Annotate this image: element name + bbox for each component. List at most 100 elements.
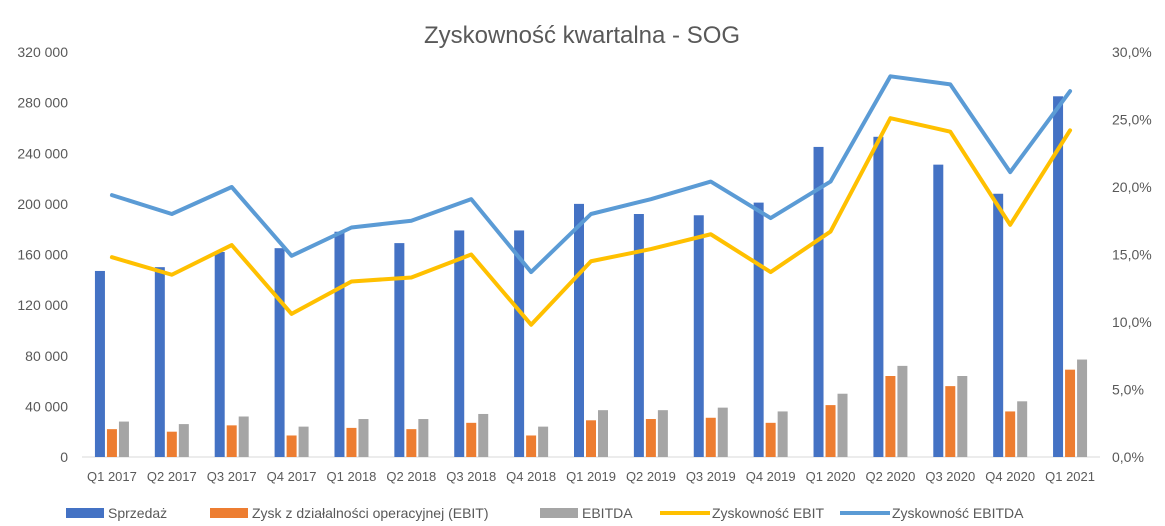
bar-0 <box>1053 96 1064 457</box>
left-axis: 0 40 000 80 000 120 000 160 000 200 000 240 00… <box>17 44 68 465</box>
bar-1 <box>226 425 237 457</box>
bar-1 <box>885 376 896 457</box>
bar-2 <box>657 410 668 457</box>
bar-2 <box>598 410 608 457</box>
category-label: Q2 2017 <box>147 469 197 484</box>
bar-0 <box>214 251 225 457</box>
bar-2 <box>837 393 848 457</box>
category-label: Q4 2018 <box>506 469 556 484</box>
bar-2 <box>298 426 309 457</box>
right-tick-label: 25,0% <box>1112 112 1152 128</box>
bar-0 <box>753 202 764 457</box>
category-label: Q3 2017 <box>207 469 257 484</box>
legend-swatch <box>210 508 248 518</box>
category-label: Q1 2019 <box>566 469 616 484</box>
bar-0 <box>633 214 644 457</box>
legend-swatch <box>540 508 578 518</box>
category-label: Q4 2017 <box>267 469 317 484</box>
left-tick-label: 40 000 <box>25 398 68 414</box>
bar-2 <box>538 426 549 457</box>
bar-1 <box>166 431 177 457</box>
left-tick-label: 120 000 <box>17 297 68 313</box>
right-tick-label: 30,0% <box>1112 44 1152 60</box>
left-tick-label: 240 000 <box>17 145 68 161</box>
legend: Sprzedaż Zysk z działalności operacyjnej … <box>66 505 1024 521</box>
bar-1 <box>1005 411 1016 457</box>
category-label: Q3 2018 <box>446 469 496 484</box>
category-label: Q1 2017 <box>87 469 137 484</box>
bar-2 <box>418 419 429 457</box>
bar-0 <box>394 243 405 457</box>
bar-2 <box>238 416 249 457</box>
right-tick-label: 15,0% <box>1112 247 1152 263</box>
category-label: Q1 2021 <box>1045 469 1095 484</box>
legend-label: Zysk z działalności operacyjnej (EBIT) <box>252 505 489 521</box>
bar-2 <box>897 365 908 457</box>
bar-1 <box>526 435 537 457</box>
category-label: Q4 2019 <box>746 469 796 484</box>
legend-label: Sprzedaż <box>108 505 167 521</box>
bar-2 <box>358 419 369 457</box>
bar-1 <box>945 386 956 457</box>
bar-1 <box>466 422 477 457</box>
bar-0 <box>933 164 944 457</box>
bar-1 <box>106 429 117 457</box>
bar-1 <box>705 417 716 457</box>
bar-2 <box>1017 401 1028 457</box>
category-label: Q1 2020 <box>806 469 856 484</box>
bar-1 <box>645 419 656 457</box>
bar-0 <box>94 270 105 457</box>
bar-2 <box>478 413 489 457</box>
bar-0 <box>334 231 345 457</box>
bar-0 <box>154 267 165 457</box>
left-tick-label: 160 000 <box>17 247 68 263</box>
category-label: Q2 2020 <box>865 469 915 484</box>
bar-0 <box>693 215 704 457</box>
bar-0 <box>574 203 584 457</box>
category-label: Q1 2018 <box>327 469 377 484</box>
category-label: Q3 2020 <box>925 469 975 484</box>
bar-1 <box>286 435 297 457</box>
bar-1 <box>586 420 596 457</box>
bar-1 <box>765 422 776 457</box>
right-tick-label: 5,0% <box>1112 382 1144 398</box>
bar-0 <box>873 136 884 457</box>
bar-1 <box>825 405 836 457</box>
bar-0 <box>454 230 465 457</box>
bar-2 <box>178 424 189 457</box>
left-tick-label: 280 000 <box>17 95 68 111</box>
category-label: Q3 2019 <box>686 469 736 484</box>
left-tick-label: 200 000 <box>17 196 68 212</box>
right-axis: 0,0% 5,0% 10,0% 15,0% 20,0% 25,0% 30,0% <box>1112 44 1152 465</box>
bar-2 <box>957 376 968 457</box>
bar-0 <box>813 146 824 457</box>
left-tick-label: 320 000 <box>17 44 68 60</box>
category-label: Q4 2020 <box>985 469 1035 484</box>
x-axis-labels: Q1 2017 Q2 2017 Q3 2017 Q4 2017 Q1 2018 Q2 20… <box>87 469 1095 484</box>
right-tick-label: 10,0% <box>1112 314 1152 330</box>
series-line-1 <box>109 74 1073 275</box>
left-tick-label: 80 000 <box>25 348 68 364</box>
category-label: Q2 2018 <box>386 469 436 484</box>
bar-1 <box>406 429 417 457</box>
bar-0 <box>514 230 525 457</box>
category-label: Q2 2019 <box>626 469 676 484</box>
chart-title: Zyskowność kwartalna - SOG <box>424 22 740 49</box>
legend-label: EBITDA <box>582 505 633 521</box>
bar-2 <box>1077 359 1088 457</box>
bar-1 <box>346 427 357 457</box>
lines-group <box>109 74 1073 327</box>
left-tick-label: 0 <box>60 449 68 465</box>
bar-2 <box>717 407 728 457</box>
bar-1 <box>1065 369 1076 457</box>
bar-2 <box>118 421 129 457</box>
bar-0 <box>274 248 285 457</box>
right-tick-label: 20,0% <box>1112 179 1152 195</box>
series-line-0 <box>109 116 1073 327</box>
bar-0 <box>993 193 1004 457</box>
legend-label: Zyskowność EBITDA <box>892 505 1024 521</box>
bar-2 <box>777 411 788 457</box>
right-tick-label: 0,0% <box>1112 449 1144 465</box>
bars-group <box>94 96 1088 457</box>
